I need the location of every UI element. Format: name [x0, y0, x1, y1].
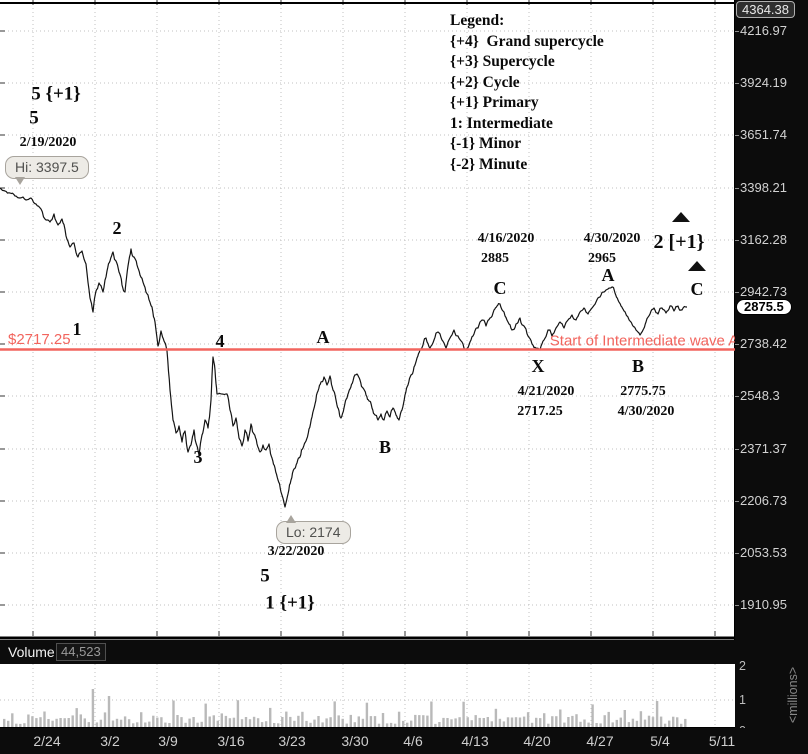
legend-item: {+4} Grand supercycle — [450, 32, 604, 50]
wave-annotation[interactable]: 4/16/2020 — [477, 231, 535, 246]
volume-value-box: 44,523 — [56, 643, 106, 661]
price-tick-label: 3924.19 — [740, 75, 787, 90]
volume-canvas[interactable] — [0, 664, 735, 728]
date-tick-label: 3/9 — [158, 733, 178, 749]
wave-annotation[interactable]: 2/19/2020 — [19, 135, 77, 150]
wave-annotation[interactable]: 3 — [193, 447, 203, 467]
wave-annotation[interactable]: 5 — [29, 107, 39, 129]
wave-annotation[interactable]: A — [601, 265, 615, 285]
price-tick-label: 2053.53 — [740, 545, 787, 560]
wave-annotation[interactable]: Start of Intermediate wave A — [549, 332, 739, 350]
wave-annotation[interactable]: 1 — [72, 319, 82, 339]
date-tick-label: 3/23 — [278, 733, 306, 749]
wave-annotation[interactable]: 3/22/2020 — [267, 544, 325, 559]
volume-header-bar: Volume 44,523 — [0, 640, 735, 664]
date-tick-label: 4/6 — [403, 733, 423, 749]
legend-items: {+4} Grand supercycle {+3} Supercycle {+2}… — [450, 32, 604, 176]
legend-item: {-2} Minute — [450, 155, 528, 173]
date-axis[interactable]: 2/24 3/2 3/9 3/16 3/23 3/30 4/6 4/13 4/20 4/27 5/4… — [0, 728, 808, 754]
date-tick-label: 4/13 — [461, 733, 489, 749]
callout-bubble[interactable]: Lo: 2174 — [276, 515, 351, 544]
wave-annotation[interactable]: 2965 — [588, 251, 616, 266]
wave-annotation[interactable]: 2 — [112, 218, 122, 238]
wave-annotation[interactable]: 4 — [215, 331, 225, 351]
arrow-up-icon[interactable] — [672, 212, 690, 222]
price-tick-label: 3398.21 — [740, 180, 787, 195]
price-chart-canvas[interactable] — [0, 0, 735, 640]
wave-annotation[interactable]: 2717.25 — [517, 404, 563, 419]
legend-item: {-1} Minor — [450, 135, 522, 152]
price-tick-mark — [735, 553, 739, 554]
price-tick-label: 2942.73 — [740, 284, 787, 299]
price-tick-mark — [735, 292, 739, 293]
date-tick-label: 4/20 — [523, 733, 551, 749]
price-tick-mark — [735, 344, 739, 345]
wave-annotation[interactable]: B — [378, 437, 392, 457]
price-tick-label: 2548.3 — [740, 388, 780, 403]
wave-annotation[interactable]: X — [531, 356, 545, 376]
price-tick-mark — [735, 135, 739, 136]
price-tick-label: 4216.97 — [740, 23, 787, 38]
price-tick-label: 2738.42 — [740, 336, 787, 351]
price-tick-mark — [735, 188, 739, 189]
wave-annotation[interactable]: 5 {+1} — [31, 83, 81, 105]
volume-tick-label: 2 — [739, 659, 746, 673]
wave-annotation[interactable]: 4/30/2020 — [583, 231, 641, 246]
volume-tick-label: 1 — [739, 693, 746, 707]
price-tick-mark — [735, 240, 739, 241]
price-tick-label: 1910.95 — [740, 597, 787, 612]
date-tick-label: 2/24 — [33, 733, 61, 749]
date-tick-label: 3/2 — [100, 733, 120, 749]
price-tick-label: 3651.74 — [740, 127, 787, 142]
wave-annotation[interactable]: 4/30/2020 — [617, 404, 675, 419]
last-price-badge: 2875.5 — [736, 299, 792, 315]
wave-annotation[interactable]: 2885 — [481, 251, 509, 266]
legend-item: 1: Intermediate — [450, 114, 553, 132]
price-tick-label: 2206.73 — [740, 493, 787, 508]
wave-annotation[interactable]: C — [493, 278, 507, 298]
date-tick-label: 3/16 — [217, 733, 245, 749]
legend-item: {+3} Supercycle — [450, 53, 555, 70]
legend-item: {+1} Primary — [450, 94, 539, 111]
date-tick-label: 5/11 — [708, 733, 736, 749]
price-tick-label: 2371.37 — [740, 441, 787, 456]
price-tick-mark — [735, 396, 739, 397]
wave-annotation[interactable]: A — [316, 327, 330, 347]
price-tick-mark — [735, 31, 739, 32]
wave-annotation[interactable]: 5 — [260, 565, 270, 587]
volume-title: Volume — [8, 644, 55, 660]
wave-annotation[interactable]: 4/21/2020 — [517, 384, 575, 399]
volume-unit-label: <millions> — [786, 666, 800, 724]
wave-annotation[interactable]: 2 [+1} — [653, 231, 705, 253]
date-tick-label: 4/27 — [586, 733, 614, 749]
price-tick-mark — [735, 501, 739, 502]
legend-item: {+2} Cycle — [450, 73, 520, 91]
alert-line-price-label[interactable]: $2717.25 — [8, 331, 71, 348]
price-chart-pane[interactable]: Legend: {+4} Grand supercycle {+3} Superc… — [0, 0, 739, 640]
price-axis[interactable]: 4364.38 4216.97 3924.19 3651.74 3398.21 3162… — [735, 0, 808, 754]
callout-tail-icon — [15, 177, 25, 185]
price-tick-label: 3162.28 — [740, 232, 787, 247]
price-tick-mark — [735, 83, 739, 84]
elliott-wave-legend[interactable]: Legend: {+4} Grand supercycle {+3} Superc… — [450, 11, 604, 175]
wave-annotation[interactable]: 1 {+1} — [265, 592, 315, 614]
wave-annotation[interactable]: B — [631, 356, 645, 376]
wave-annotation[interactable]: 2775.75 — [620, 384, 666, 399]
volume-pane[interactable] — [0, 664, 735, 728]
legend-title: Legend: — [450, 12, 505, 29]
price-tick-mark — [735, 449, 739, 450]
price-tick-mark — [735, 605, 739, 606]
date-tick-label: 3/30 — [341, 733, 369, 749]
axis-high-badge: 4364.38 — [736, 1, 795, 18]
arrow-up-icon[interactable] — [688, 261, 706, 271]
callout-tail-icon — [286, 515, 296, 523]
callout-bubble[interactable]: Hi: 3397.5 — [5, 156, 89, 185]
date-tick-label: 5/4 — [650, 733, 670, 749]
wave-annotation[interactable]: C — [690, 279, 704, 299]
